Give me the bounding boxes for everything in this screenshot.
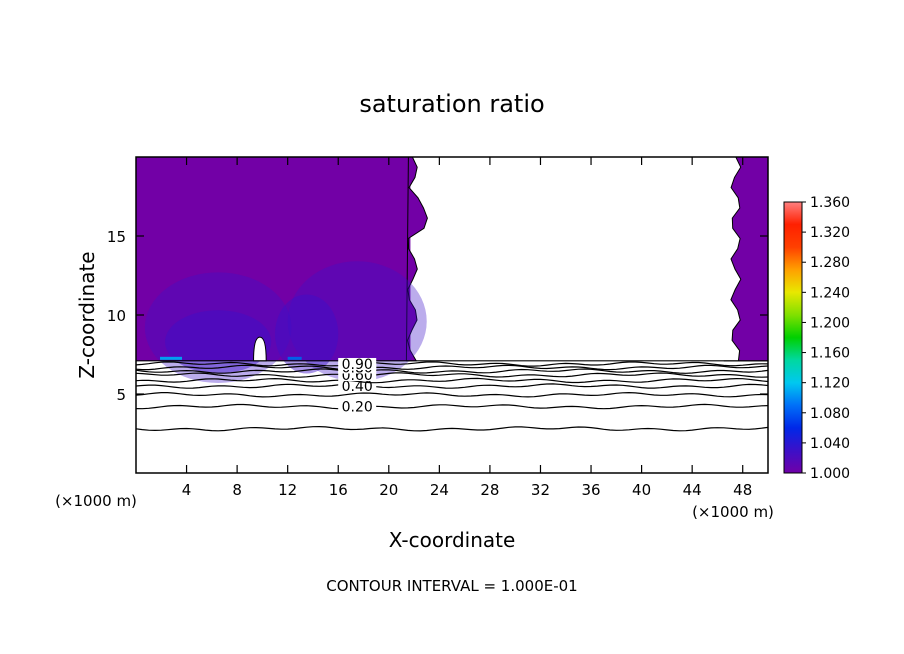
colorbar-gradient [783,201,803,474]
contour-label: 0.90 [342,357,373,373]
cloud-free-notch [253,336,267,362]
saturation-blob [287,261,427,382]
contour-line [135,391,769,398]
colorbar-label: 1.320 [810,225,850,241]
x-tick-label: 16 [329,481,348,499]
colorbar-label: 1.040 [810,436,850,452]
contour-label: 0.20 [342,400,373,416]
y-tick-label: 5 [116,386,126,404]
contour-label-bg [338,380,377,393]
x-tick-label: 4 [182,481,192,499]
contour-line [135,377,769,384]
contour-line [135,425,769,432]
colorbar-label: 1.080 [810,406,850,422]
saturation-blob [165,310,272,374]
colorbar-label: 1.280 [810,255,850,271]
contour-interval-note: CONTOUR INTERVAL = 1.000E-01 [326,577,577,595]
x-tick-label: 8 [232,481,242,499]
colorbar-label: 1.120 [810,376,850,392]
x-tick-label: 32 [531,481,550,499]
x-tick-label: 48 [733,481,752,499]
colorbar-label: 1.360 [810,195,850,211]
contour-line [135,364,769,371]
saturated-region-left [136,157,411,361]
x-tick-label: 24 [430,481,449,499]
x-unit-right: (×1000 m) [692,503,774,521]
contour-label: 0.40 [342,379,373,395]
high-saturation-patch [160,356,183,360]
x-axis-label: X-coordinate [389,528,516,552]
colorbar-label: 1.240 [810,285,850,301]
colorbar-label: 1.200 [810,315,850,331]
colorbar-label: 1.160 [810,346,850,362]
plot-area: 0.200.400.600.800.9048121620242832364044… [107,156,769,499]
saturation-blob [275,294,339,374]
contour-line [135,368,769,374]
colorbar-label: 1.000 [810,466,850,482]
y-axis-label: Z-coordinate [75,251,99,378]
chart-title: saturation ratio [359,90,544,118]
x-tick-label: 44 [683,481,702,499]
x-tick-label: 12 [278,481,297,499]
x-tick-label: 20 [379,481,398,499]
contour-line [135,372,769,378]
y-tick-label: 15 [107,228,126,246]
contour-label-bg [338,357,377,370]
x-unit-left: (×1000 m) [55,492,137,510]
x-tick-label: 36 [581,481,600,499]
contour-label-bg [338,400,377,413]
colorbar: 1.360 1.320 1.280 1.240 1.200 1.160 1.120 1.080… [783,195,850,482]
contour-line [135,403,769,410]
x-tick-label: 28 [480,481,499,499]
contour-line [135,383,769,389]
contour-line [135,361,769,367]
high-saturation-patch [287,356,302,360]
x-tick-label: 40 [632,481,651,499]
saturated-region-right [723,156,769,362]
y-tick-label: 10 [107,307,126,325]
saturated-region-left-edge [405,156,428,362]
